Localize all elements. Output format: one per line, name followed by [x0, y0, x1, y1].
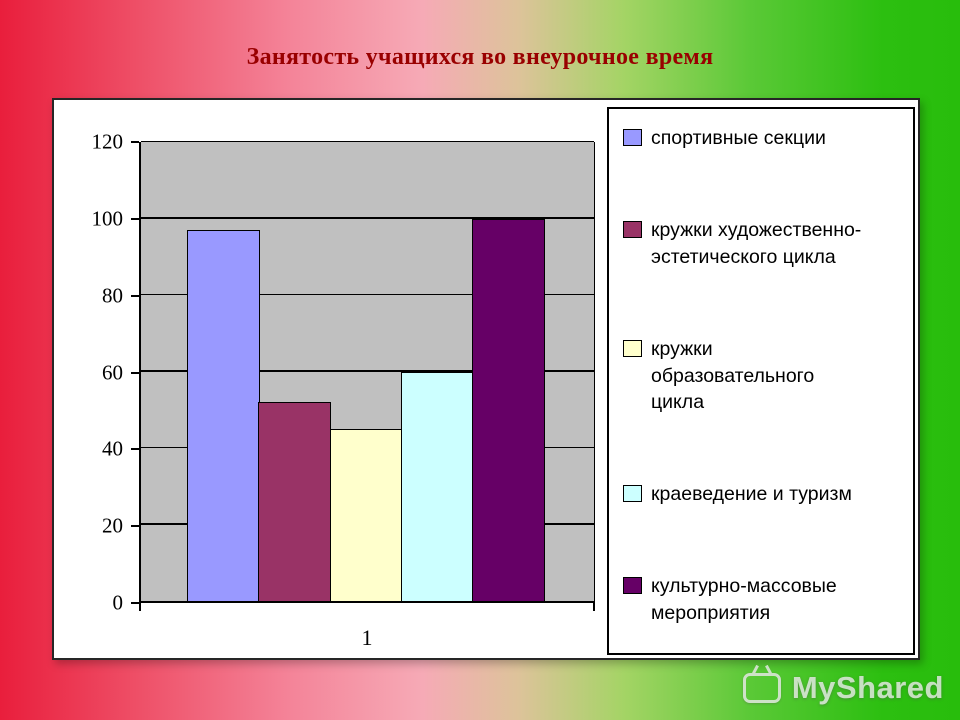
bar-series-3 [329, 428, 403, 601]
y-tick-mark [131, 371, 139, 374]
gridline-y-60 [141, 370, 594, 372]
legend-swatch [623, 339, 642, 357]
y-tick-label: 20 [102, 513, 123, 538]
gridline-y-100 [141, 217, 594, 219]
legend-label: кружки образовательного цикла [651, 337, 815, 414]
bar-series-2 [258, 402, 332, 601]
y-tick-mark [131, 217, 139, 220]
chart-container: 0 20 40 60 80 100 120 1 спортивные секции кружк… [52, 98, 920, 660]
y-tick-label: 80 [102, 283, 123, 308]
y-tick-label: 40 [102, 436, 123, 461]
y-tick-mark [131, 602, 139, 604]
y-tick-label: 120 [91, 129, 124, 154]
legend-label: культурно-массовые мероприятия [651, 575, 837, 625]
gridline-y-120 [141, 140, 594, 142]
y-tick-label: 60 [102, 360, 123, 384]
legend-label: кружки художественно- эстетического цикл… [651, 218, 862, 268]
chart-title: Занятость учащихся во внеурочное время [246, 44, 714, 70]
bars-group [187, 142, 545, 601]
myshared-watermark-text: MyShared [791, 670, 944, 705]
legend-swatch [623, 129, 642, 146]
legend-swatch [623, 220, 642, 238]
legend-item-1: спортивные секции [623, 125, 903, 152]
legend-item-3: кружки образовательного цикла [623, 336, 903, 417]
chart-legend: спортивные секции кружки художественно- э… [607, 107, 915, 655]
legend-item-2: кружки художественно- эстетического цикл… [623, 217, 903, 271]
bar-series-1 [187, 229, 260, 601]
y-tick-label: 100 [91, 206, 124, 231]
x-axis-category-label: 1 [361, 625, 373, 650]
y-tick-mark [131, 141, 139, 143]
y-tick-label: 0 [112, 590, 124, 615]
bar-series-4 [400, 371, 474, 601]
legend-swatch [623, 577, 642, 595]
y-axis: 0 20 40 60 80 100 120 [54, 130, 139, 615]
y-tick-mark [131, 525, 139, 528]
y-tick-mark [131, 448, 139, 451]
legend-item-5: культурно-массовые мероприятия [623, 573, 903, 627]
myshared-tv-logo-icon [742, 673, 781, 703]
legend-swatch [623, 485, 642, 503]
plot-area [139, 140, 595, 611]
legend-item-4: краеведение и туризм [623, 481, 903, 508]
legend-label: краеведение и туризм [651, 483, 852, 506]
myshared-watermark[interactable]: MyShared [742, 670, 944, 706]
gridline-y-80 [141, 293, 594, 296]
bar-series-5 [472, 218, 545, 601]
y-tick-mark [131, 294, 139, 297]
legend-label: спортивные секции [651, 127, 826, 149]
